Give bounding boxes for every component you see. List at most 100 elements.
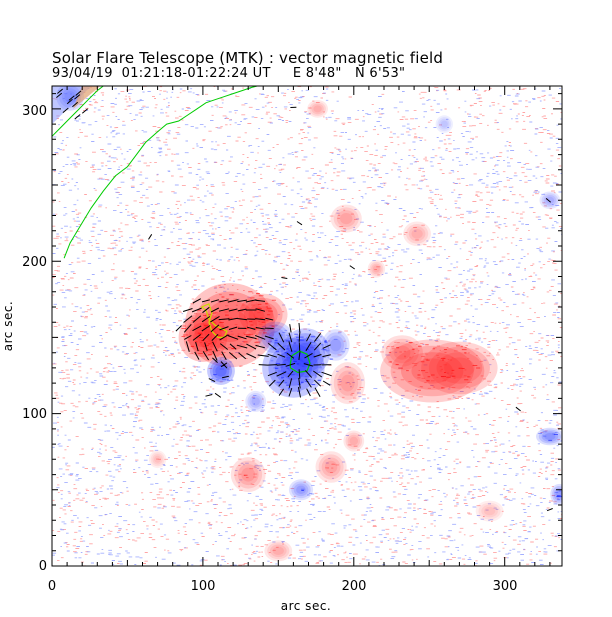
positive-polarity-region bbox=[371, 263, 382, 275]
negative-polarity-region bbox=[324, 332, 347, 358]
positive-polarity-region bbox=[237, 464, 259, 486]
negative-polarity-region bbox=[550, 483, 562, 505]
positive-polarity-region bbox=[478, 502, 501, 520]
positive-polarity-region bbox=[324, 460, 338, 474]
x-tick-label: 300 bbox=[493, 579, 518, 594]
positive-polarity-region bbox=[347, 434, 360, 448]
positive-polarity-region bbox=[406, 224, 429, 244]
positive-polarity-region bbox=[150, 452, 165, 467]
x-tick-label: 100 bbox=[191, 579, 216, 594]
positive-polarity-region bbox=[349, 436, 358, 446]
plot-frame bbox=[51, 85, 563, 567]
axis-tick-marks bbox=[51, 86, 562, 567]
positive-polarity-region bbox=[333, 366, 362, 400]
negative-polarity-region bbox=[327, 335, 345, 355]
negative-polarity-region bbox=[288, 479, 314, 501]
y-tick-labels: 0 100 200 300 bbox=[22, 104, 47, 574]
positive-polarity-region bbox=[411, 358, 454, 384]
negative-polarity-region bbox=[536, 427, 562, 446]
positive-polarity-region bbox=[345, 432, 363, 450]
positive-polarity-region bbox=[340, 213, 353, 225]
positive-polarity-region bbox=[230, 457, 266, 493]
positive-polarity-region bbox=[311, 103, 324, 115]
negative-polarity-region bbox=[553, 488, 562, 501]
positive-polarity-region bbox=[390, 345, 474, 397]
positive-polarity-region bbox=[212, 308, 248, 343]
positive-polarity-region bbox=[272, 546, 284, 555]
positive-polarity-region bbox=[270, 544, 287, 558]
positive-polarity-region bbox=[484, 506, 496, 516]
negative-polarity-region bbox=[293, 483, 309, 497]
negative-polarity-region bbox=[295, 342, 316, 363]
negative-polarity-region bbox=[268, 331, 283, 344]
negative-polarity-region bbox=[543, 195, 557, 206]
positive-polarity-region bbox=[336, 210, 356, 228]
polarity-regions bbox=[56, 86, 562, 562]
positive-polarity-region bbox=[385, 338, 419, 367]
positive-polarity-region bbox=[340, 374, 355, 392]
transverse-vectors bbox=[56, 88, 553, 512]
positive-polarity-region bbox=[343, 430, 365, 452]
positive-polarity-region bbox=[369, 261, 384, 276]
x-tick-label: 200 bbox=[342, 579, 367, 594]
positive-polarity-region bbox=[403, 221, 431, 247]
neutral-line-contour bbox=[63, 86, 258, 259]
negative-polarity-region bbox=[545, 196, 555, 204]
positive-polarity-region bbox=[267, 542, 290, 560]
negative-polarity-region bbox=[207, 357, 235, 385]
noise-negative bbox=[52, 86, 562, 566]
y-tick-label: 200 bbox=[22, 255, 47, 270]
negative-polarity-region bbox=[541, 431, 559, 442]
positive-polarity-region bbox=[315, 451, 347, 483]
corner-contour bbox=[52, 86, 104, 137]
negative-polarity-region bbox=[330, 338, 342, 352]
positive-polarity-region bbox=[330, 204, 362, 233]
positive-polarity-region bbox=[309, 101, 326, 116]
contours bbox=[52, 86, 311, 374]
magnetogram-image bbox=[52, 86, 562, 566]
negative-polarity-region bbox=[262, 338, 325, 398]
figure-subtitle: 93/04/19 01:21:18-01:22:24 UT E 8'48" N … bbox=[52, 66, 406, 81]
negative-polarity-region bbox=[555, 490, 562, 499]
positive-polarity-region bbox=[481, 504, 498, 518]
negative-polarity-region bbox=[251, 397, 260, 406]
y-axis-label: arc sec. bbox=[1, 301, 15, 351]
plot-background bbox=[52, 86, 562, 566]
positive-polarity-region bbox=[241, 467, 256, 482]
negative-polarity-region bbox=[435, 115, 453, 133]
positive-polarity-region bbox=[337, 370, 359, 396]
y-tick-label: 300 bbox=[22, 104, 47, 119]
positive-polarity-region bbox=[330, 362, 366, 405]
negative-polarity-region bbox=[249, 395, 262, 408]
negative-polarity-region bbox=[544, 433, 556, 440]
x-axis-label: arc sec. bbox=[281, 599, 331, 613]
vector-field-arrows bbox=[56, 88, 553, 512]
y-tick-label: 0 bbox=[39, 559, 47, 574]
y-tick-label: 100 bbox=[22, 407, 47, 422]
positive-polarity-region bbox=[152, 454, 163, 465]
negative-polarity-region bbox=[437, 117, 452, 132]
positive-polarity-region bbox=[408, 226, 426, 242]
positive-polarity-region bbox=[372, 265, 380, 273]
negative-polarity-region bbox=[539, 191, 561, 210]
negative-polarity-region bbox=[264, 327, 286, 347]
positive-polarity-region bbox=[243, 297, 283, 332]
figure-title: Solar Flare Telescope (MTK) : vector mag… bbox=[52, 49, 444, 67]
positive-polarity-region bbox=[313, 105, 322, 113]
negative-polarity-region bbox=[291, 481, 311, 499]
negative-polarity-region bbox=[538, 429, 562, 444]
positive-polarity-region bbox=[321, 457, 341, 477]
negative-polarity-region bbox=[440, 120, 448, 128]
positive-polarity-region bbox=[389, 342, 415, 364]
positive-polarity-region bbox=[154, 455, 162, 463]
negative-polarity-region bbox=[245, 390, 267, 412]
positive-polarity-region bbox=[401, 352, 464, 390]
x-tick-labels: 0 100 200 300 bbox=[48, 579, 518, 594]
negative-polarity-region bbox=[290, 338, 321, 368]
positive-polarity-region bbox=[234, 460, 263, 489]
positive-polarity-region bbox=[264, 540, 293, 562]
positive-polarity-region bbox=[367, 260, 386, 278]
negative-polarity-region bbox=[215, 365, 227, 377]
negative-polarity-region bbox=[286, 333, 325, 373]
